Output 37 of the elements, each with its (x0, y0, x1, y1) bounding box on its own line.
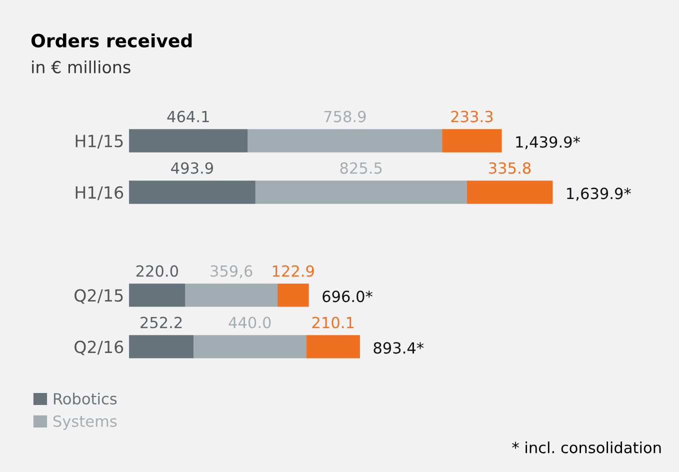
bar (442, 129, 502, 152)
chart-subtitle: in € millions (32, 60, 130, 74)
annotation: 893.4* (374, 342, 424, 354)
data-label: 493.9 (171, 162, 214, 174)
y-tick-label: Q2/16 (74, 340, 124, 356)
bar (248, 129, 442, 152)
chart-title: Orders received (31, 33, 192, 48)
bar (277, 284, 309, 307)
bar (306, 335, 360, 358)
bar (129, 284, 186, 307)
legend-label: Systems (53, 415, 117, 430)
legend-label: Robotics (54, 392, 117, 405)
data-label: 464.1 (167, 110, 209, 122)
data-label: 220.0 (136, 265, 178, 277)
annotation: 696.0* (322, 290, 372, 302)
data-label: 233.3 (451, 110, 493, 122)
data-label: 335.8 (489, 162, 531, 174)
bar (194, 335, 306, 358)
data-label: 210.1 (312, 316, 354, 328)
data-label: 252.2 (140, 316, 182, 328)
bar (255, 180, 467, 204)
data-label: 758.9 (324, 110, 366, 122)
text: * incl. consolidation (512, 442, 661, 454)
bar (129, 180, 256, 204)
y-tick-label: H1/15 (76, 134, 123, 149)
data-label: 825.5 (340, 162, 382, 174)
bar (129, 335, 194, 358)
annotation: 1,639.9* (567, 188, 631, 201)
data-label: 122.9 (272, 265, 314, 277)
bar (466, 180, 553, 204)
data-label: 440.0 (228, 316, 271, 328)
y-tick-label: H1/16 (76, 186, 124, 200)
y-tick-label: Q2/15 (74, 289, 123, 304)
bar (185, 284, 278, 307)
data-label: 359,6 (210, 265, 252, 278)
bar (129, 129, 248, 152)
annotation: 1,439.9* (516, 136, 580, 150)
